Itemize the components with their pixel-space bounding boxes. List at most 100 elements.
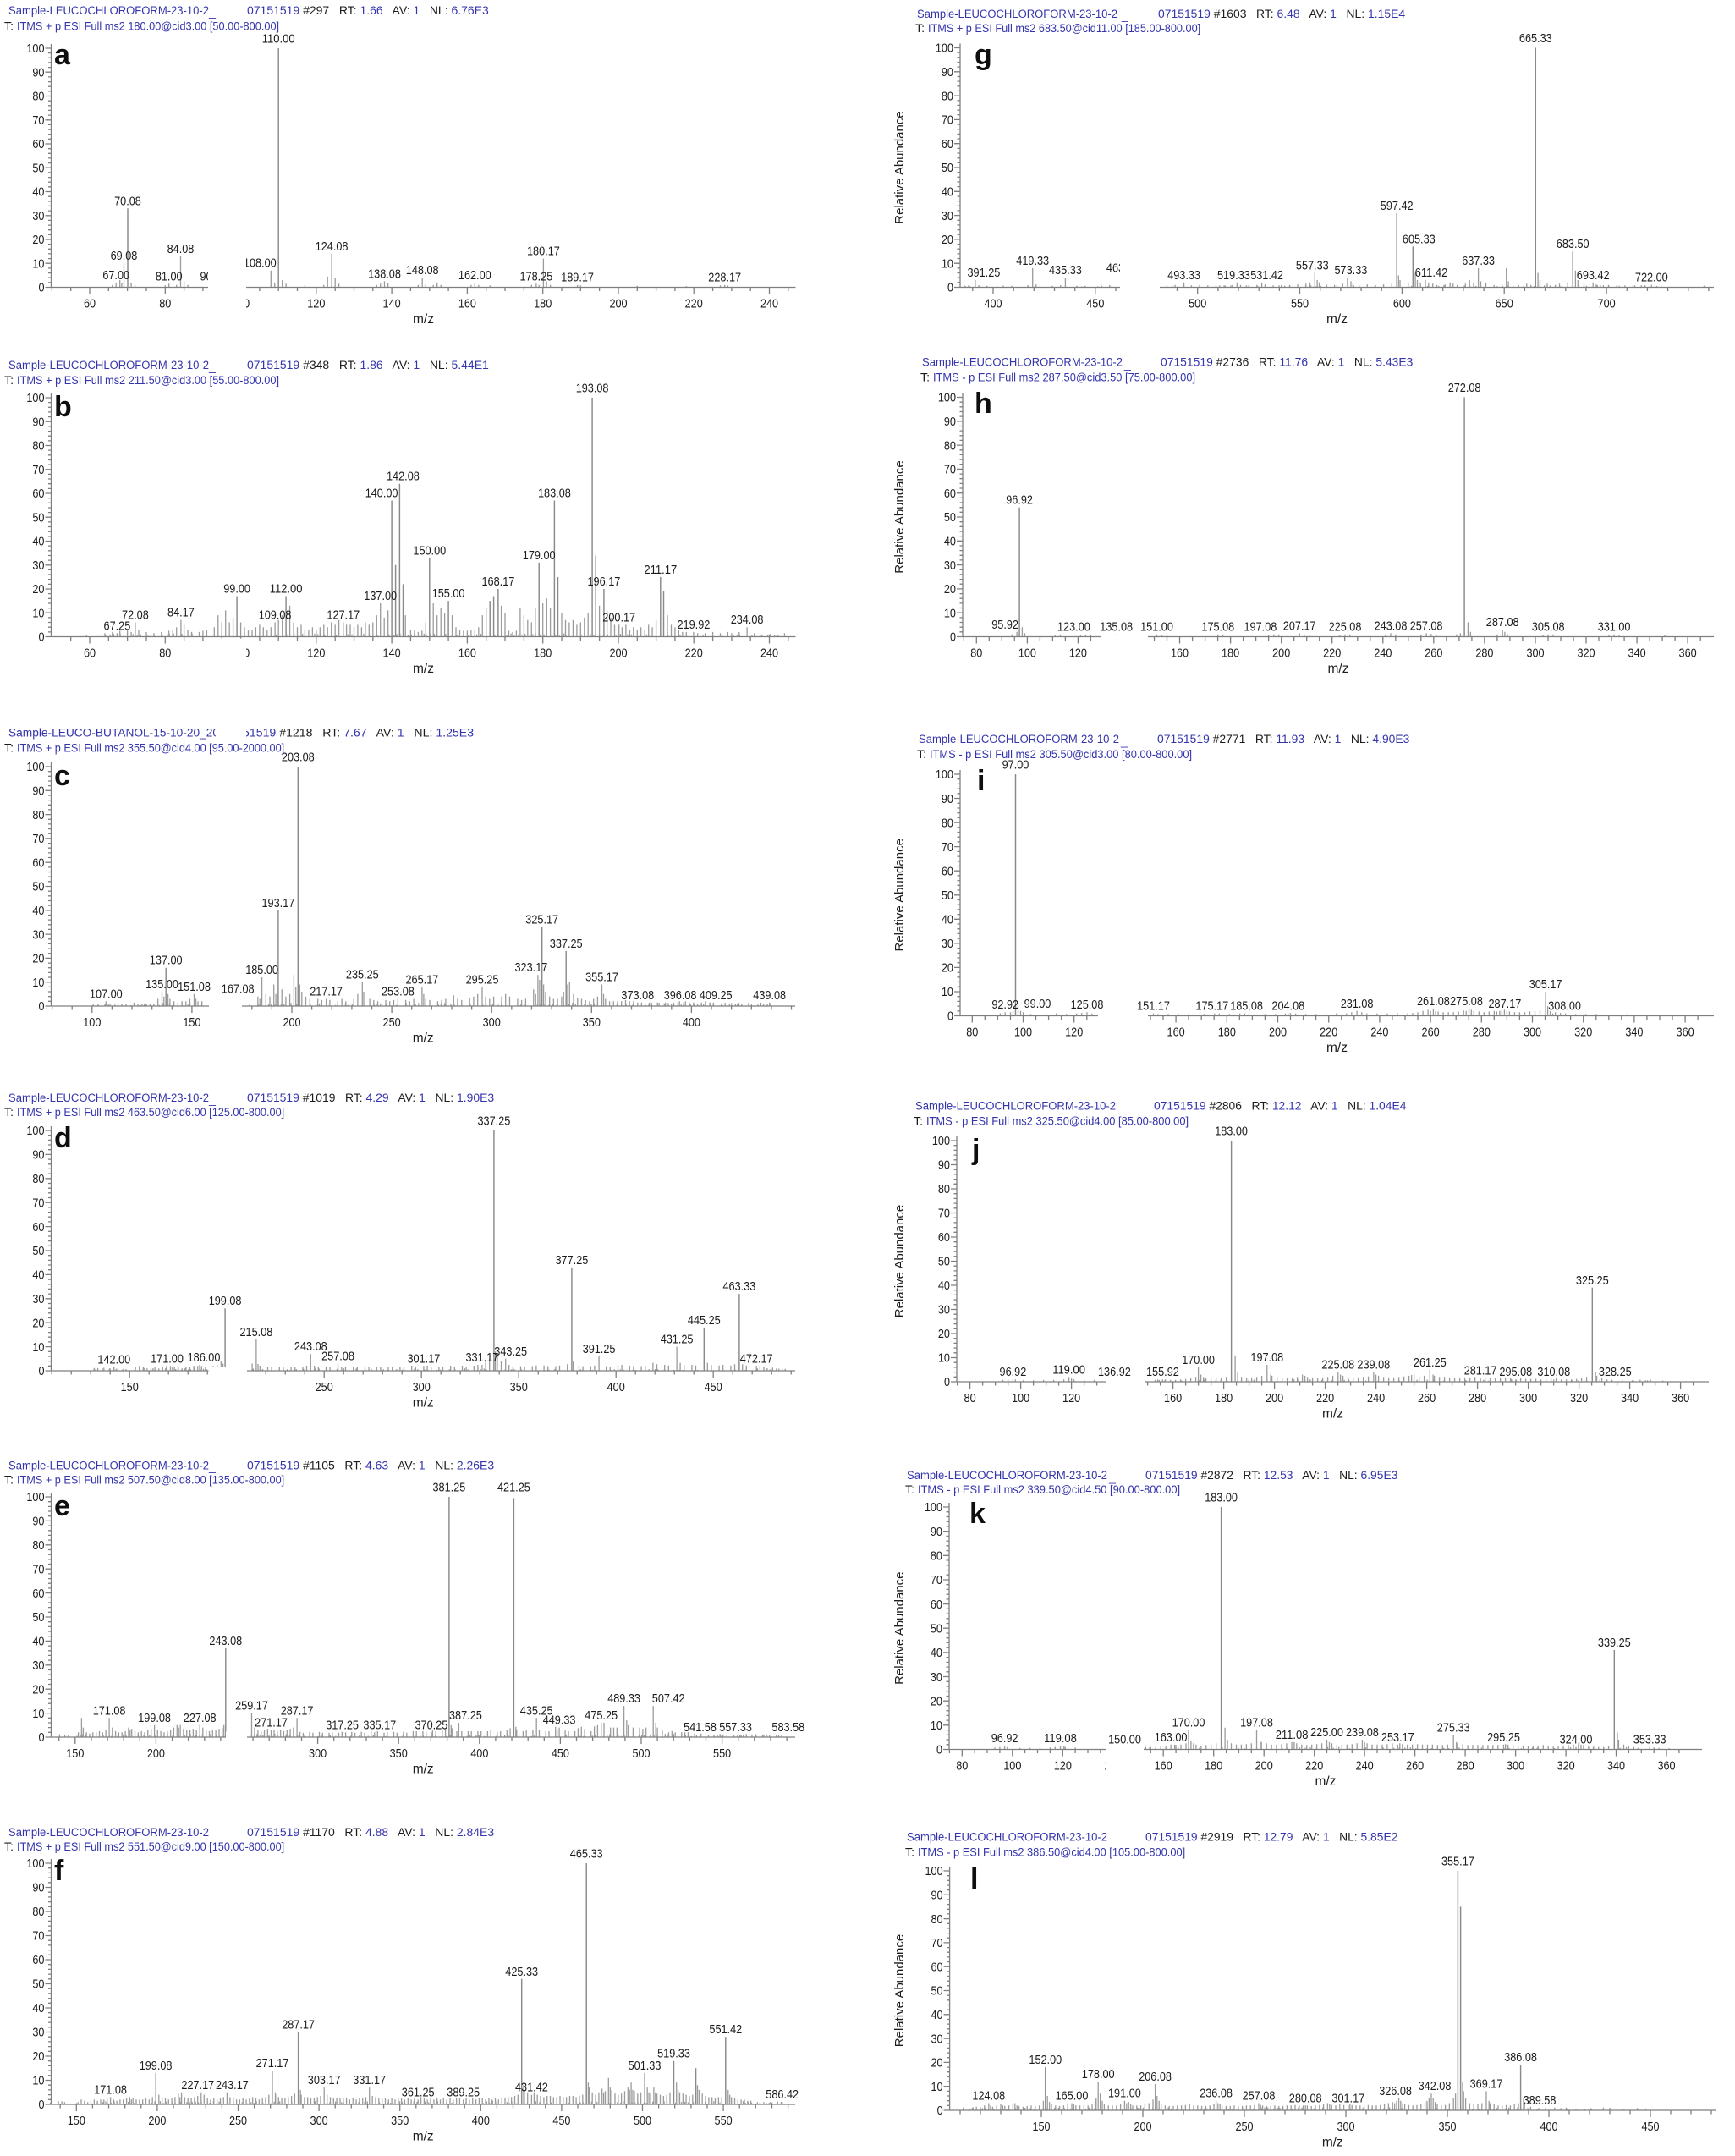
svg-text:50: 50: [32, 1244, 44, 1258]
svg-text:305.17: 305.17: [1529, 977, 1562, 992]
svg-text:343.25: 343.25: [494, 1345, 527, 1359]
svg-text:20: 20: [931, 1694, 942, 1708]
svg-text:335.17: 335.17: [363, 1718, 396, 1732]
svg-text:20: 20: [942, 233, 953, 247]
svg-text:60: 60: [32, 1587, 44, 1601]
svg-text:400: 400: [1540, 2120, 1557, 2134]
svg-text:70: 70: [32, 832, 44, 846]
svg-text:243.08: 243.08: [294, 1339, 327, 1354]
svg-text:50: 50: [32, 161, 44, 175]
svg-text:350: 350: [390, 1746, 408, 1761]
svg-text:219.92: 219.92: [678, 618, 711, 632]
svg-text:40: 40: [931, 2008, 943, 2022]
svg-text:183.08: 183.08: [538, 487, 571, 501]
svg-text:370.25: 370.25: [415, 1718, 448, 1732]
svg-text:30: 30: [938, 1303, 950, 1317]
svg-text:m/z: m/z: [413, 1031, 434, 1046]
svg-text:i: i: [977, 765, 985, 797]
svg-text:301.17: 301.17: [408, 1351, 441, 1366]
svg-text:253.17: 253.17: [1381, 1730, 1414, 1745]
svg-text:84.08: 84.08: [167, 242, 195, 256]
svg-text:70: 70: [32, 113, 44, 128]
svg-text:200: 200: [1134, 2120, 1151, 2134]
svg-text:100: 100: [925, 1864, 943, 1878]
svg-text:110.00: 110.00: [262, 32, 295, 47]
svg-text:150: 150: [121, 1380, 139, 1394]
svg-text:400: 400: [984, 297, 1002, 311]
svg-text:10: 10: [32, 976, 44, 990]
svg-text:225.08: 225.08: [1329, 620, 1362, 635]
svg-text:20: 20: [931, 2056, 943, 2071]
svg-text:287.08: 287.08: [1486, 615, 1519, 630]
svg-text:250: 250: [229, 2114, 247, 2128]
svg-text:138.08: 138.08: [368, 267, 401, 281]
svg-text:400: 400: [607, 1380, 625, 1394]
svg-text:137.00: 137.00: [150, 954, 183, 968]
svg-text:160: 160: [1155, 1759, 1172, 1774]
svg-text:119.08: 119.08: [1044, 1731, 1077, 1746]
svg-text:l: l: [970, 1863, 978, 1895]
svg-text:197.08: 197.08: [1240, 1716, 1273, 1730]
svg-text:60: 60: [931, 1960, 943, 1974]
svg-text:100: 100: [1003, 1759, 1021, 1774]
svg-text:10: 10: [942, 256, 953, 271]
svg-text:m/z: m/z: [413, 1763, 434, 1777]
svg-text:0: 0: [944, 1375, 950, 1389]
svg-text:40: 40: [942, 185, 953, 200]
svg-text:193.08: 193.08: [576, 382, 609, 396]
svg-text:178.00: 178.00: [1082, 2067, 1115, 2082]
svg-text:275.08: 275.08: [1450, 994, 1483, 1009]
svg-text:151.08: 151.08: [178, 980, 211, 994]
svg-text:234.08: 234.08: [731, 613, 764, 627]
svg-text:60: 60: [32, 855, 44, 870]
svg-text:90: 90: [931, 1525, 942, 1539]
svg-text:300: 300: [309, 1746, 327, 1761]
svg-text:150: 150: [68, 2114, 85, 2128]
svg-text:355.17: 355.17: [585, 971, 618, 985]
svg-text:586.42: 586.42: [766, 2087, 799, 2102]
svg-text:211.08: 211.08: [1276, 1728, 1309, 1742]
svg-text:_: _: [1120, 735, 1128, 749]
svg-text:60: 60: [942, 137, 953, 151]
svg-text:Relative Abundance: Relative Abundance: [892, 460, 907, 573]
svg-text:30: 30: [32, 558, 44, 573]
svg-text:253.08: 253.08: [382, 985, 415, 999]
svg-text:142.08: 142.08: [387, 470, 420, 484]
svg-text:120: 120: [1054, 1759, 1072, 1774]
svg-text:10: 10: [944, 606, 956, 620]
svg-text:30: 30: [931, 1670, 942, 1685]
svg-text:60: 60: [942, 864, 953, 878]
svg-text:100: 100: [925, 1500, 942, 1515]
svg-text:260: 260: [1425, 646, 1442, 661]
svg-text:271.17: 271.17: [256, 2056, 289, 2071]
svg-text:07151519 #297 RT: 1.66 AV:: 07151519 #297 RT: 1.66 AV: 1 NL: 6.76E3: [247, 4, 489, 18]
svg-text:80: 80: [32, 1172, 44, 1186]
svg-text:80: 80: [159, 646, 171, 661]
svg-text:60: 60: [32, 487, 44, 501]
svg-text:507.42: 507.42: [652, 1691, 685, 1706]
svg-text:80: 80: [931, 1549, 942, 1564]
svg-text:T: ITMS + p ESI Full ms2 551.5: T: ITMS + p ESI Full ms2 551.50@cid9.00 …: [4, 1840, 284, 1854]
svg-text:155.00: 155.00: [432, 586, 465, 601]
svg-text:_: _: [1117, 1102, 1125, 1115]
svg-text:k: k: [969, 1498, 986, 1530]
svg-text:500: 500: [634, 2114, 651, 2128]
svg-text:396.08: 396.08: [664, 988, 697, 1003]
svg-text:97.00: 97.00: [1002, 758, 1029, 773]
svg-text:419.33: 419.33: [1016, 254, 1049, 268]
svg-text:_: _: [1108, 1833, 1117, 1846]
svg-text:30: 30: [931, 2032, 943, 2046]
svg-text:_: _: [1121, 9, 1129, 23]
svg-text:127.17: 127.17: [327, 608, 360, 623]
svg-text:120: 120: [1069, 646, 1087, 661]
svg-text:381.25: 381.25: [433, 1481, 466, 1495]
svg-text:557.33: 557.33: [719, 1720, 752, 1735]
svg-text:275.33: 275.33: [1437, 1720, 1470, 1735]
svg-text:72.08: 72.08: [122, 608, 149, 623]
svg-text:07151519 #1170 RT: 4.88 AV: 07151519 #1170 RT: 4.88 AV: 1 NL: 2.84E3: [247, 1826, 494, 1840]
svg-text:95.92: 95.92: [991, 618, 1018, 632]
svg-text:60: 60: [32, 1953, 44, 1967]
svg-text:90: 90: [32, 1881, 44, 1895]
svg-text:96.92: 96.92: [1006, 493, 1033, 508]
svg-text:583.58: 583.58: [771, 1720, 804, 1735]
